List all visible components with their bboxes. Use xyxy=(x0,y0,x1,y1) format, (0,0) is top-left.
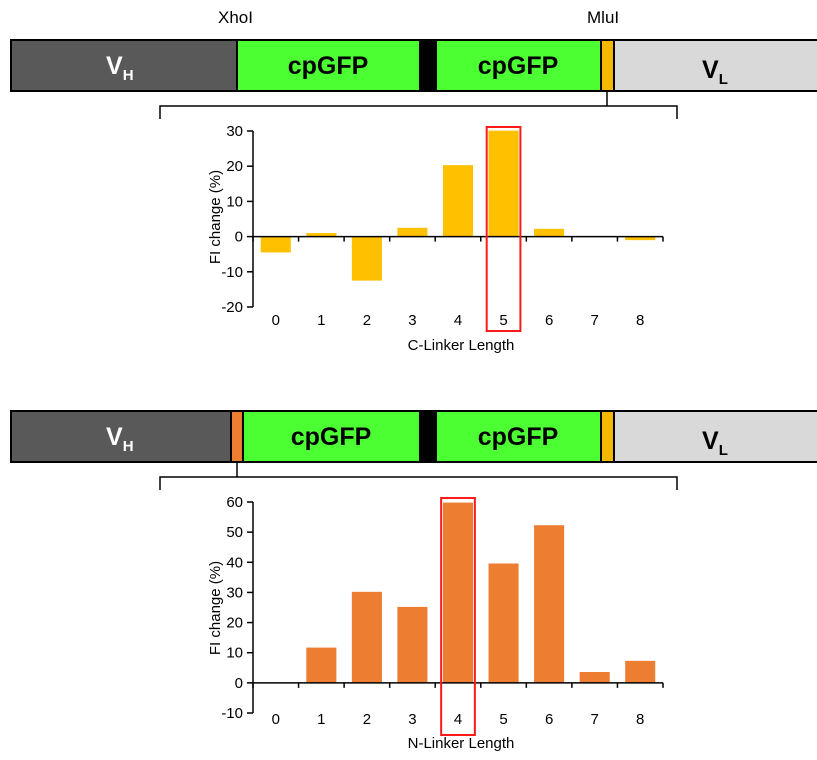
highlight-box xyxy=(485,126,522,332)
x-tick-label: 2 xyxy=(363,711,371,728)
separator-segment xyxy=(419,410,437,463)
vl-segment xyxy=(613,410,817,463)
x-tick-label: 0 xyxy=(272,711,280,728)
highlight-box xyxy=(440,497,476,736)
y-tick-label: 30 xyxy=(226,123,243,140)
x-tick-label: 1 xyxy=(317,312,325,329)
x-tick-label: 6 xyxy=(545,312,553,329)
bar xyxy=(442,165,474,237)
cpgfp-label: cpGFP xyxy=(478,423,559,451)
bar xyxy=(397,606,428,683)
x-axis-title: C-Linker Length xyxy=(408,337,515,354)
vh-label: VH xyxy=(106,52,134,84)
bar xyxy=(579,672,610,683)
y-tick-label: 10 xyxy=(226,645,243,662)
bar xyxy=(397,227,428,237)
separator-segment xyxy=(419,39,437,92)
y-tick-label: 40 xyxy=(226,554,243,571)
bar xyxy=(488,130,519,237)
bar xyxy=(625,660,656,683)
n-linker-segment xyxy=(230,410,244,463)
site-label-xhoi: XhoI xyxy=(218,8,253,27)
x-tick-label: 0 xyxy=(272,312,280,329)
y-tick-label: 50 xyxy=(226,524,243,541)
y-tick-label: 60 xyxy=(226,494,243,511)
bar xyxy=(306,647,337,683)
cpgfp-segment xyxy=(236,39,421,92)
x-tick-label: 1 xyxy=(317,711,325,728)
vl-label: VL xyxy=(702,56,728,88)
cpgfp-segment xyxy=(242,410,421,463)
vh-label: VH xyxy=(106,423,134,455)
y-tick-label: 20 xyxy=(226,615,243,632)
zoom-bracket xyxy=(159,105,678,119)
construct-diagram-n-linker: VH cpGFP cpGFP VL xyxy=(10,410,817,490)
cpgfp-label: cpGFP xyxy=(478,52,559,80)
c-linker-segment xyxy=(600,410,615,463)
x-tick-label: 7 xyxy=(590,711,598,728)
x-tick-label: 5 xyxy=(499,711,507,728)
x-tick-label: 4 xyxy=(454,312,462,329)
c-linker-segment xyxy=(600,39,615,92)
bar xyxy=(351,236,382,281)
vl-label: VL xyxy=(702,427,728,459)
c-linker-chart: FI change (%) C-Linker Length -20-100102… xyxy=(207,123,664,354)
x-tick-label: 3 xyxy=(408,312,416,329)
cpgfp-label: cpGFP xyxy=(288,52,369,80)
x-tick-label: 5 xyxy=(499,312,507,329)
bar xyxy=(260,236,291,253)
bar xyxy=(625,236,656,241)
x-axis-title: N-Linker Length xyxy=(408,735,515,752)
zoom-bracket xyxy=(159,476,678,490)
x-tick-label: 6 xyxy=(545,711,553,728)
y-tick-label: 30 xyxy=(226,584,243,601)
n-linker-chart: FI change (%) N-Linker Length -100102030… xyxy=(207,494,664,752)
y-tick-label: 0 xyxy=(235,229,243,246)
x-tick-label: 3 xyxy=(408,711,416,728)
bar xyxy=(442,502,474,683)
y-axis-title: FI change (%) xyxy=(207,561,224,655)
vl-segment xyxy=(613,39,817,92)
vh-segment xyxy=(10,410,232,463)
cpgfp-segment xyxy=(435,39,602,92)
y-tick-label: 10 xyxy=(226,193,243,210)
bar xyxy=(534,525,565,683)
y-axis-title: FI change (%) xyxy=(207,170,224,264)
x-tick-label: 8 xyxy=(636,711,644,728)
y-tick-label: 0 xyxy=(235,675,243,692)
y-tick-label: -10 xyxy=(221,705,243,722)
x-tick-label: 2 xyxy=(363,312,371,329)
bar xyxy=(306,233,337,237)
construct-diagram-c-linker: XhoI MluI VH cpGFP cpGFP VL xyxy=(10,8,817,119)
x-tick-label: 8 xyxy=(636,312,644,329)
x-tick-label: 4 xyxy=(454,711,462,728)
bar xyxy=(534,228,565,237)
bar xyxy=(351,591,382,683)
y-tick-label: 20 xyxy=(226,158,243,175)
x-tick-label: 7 xyxy=(590,312,598,329)
y-tick-label: -20 xyxy=(221,299,243,316)
vh-segment xyxy=(10,39,238,92)
site-label-mlui: MluI xyxy=(587,8,619,27)
cpgfp-label: cpGFP xyxy=(291,423,372,451)
y-tick-label: -10 xyxy=(221,264,243,281)
bar xyxy=(488,563,519,683)
